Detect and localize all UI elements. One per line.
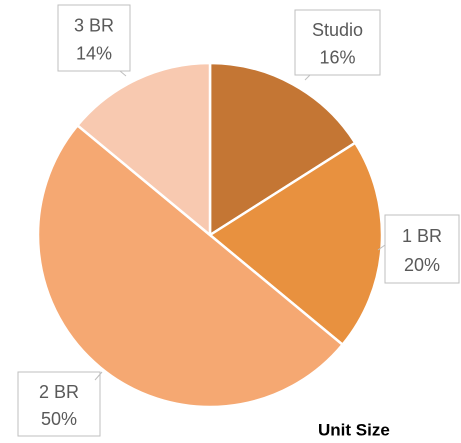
chart-title: Unit Size bbox=[318, 420, 390, 439]
pie-slice bbox=[207, 141, 384, 347]
pie-slice bbox=[36, 123, 345, 409]
callout-box bbox=[294, 9, 381, 76]
callout-leader bbox=[377, 244, 386, 251]
value-label: 20% bbox=[404, 255, 440, 275]
value-label: 14% bbox=[76, 43, 112, 63]
callout-leader bbox=[94, 371, 103, 381]
callout-leader bbox=[119, 70, 127, 77]
value-label: 50% bbox=[41, 409, 77, 429]
category-label: Studio bbox=[312, 20, 363, 40]
pie-slice bbox=[208, 61, 357, 238]
value-label: 16% bbox=[319, 48, 355, 68]
callout-box bbox=[17, 371, 101, 437]
callout-box bbox=[384, 214, 460, 284]
callout-leader bbox=[304, 74, 311, 81]
pie-slice bbox=[75, 61, 212, 238]
callout-box bbox=[57, 4, 131, 72]
category-label: 2 BR bbox=[39, 382, 79, 402]
category-label: 3 BR bbox=[74, 16, 114, 36]
category-label: 1 BR bbox=[402, 226, 442, 246]
